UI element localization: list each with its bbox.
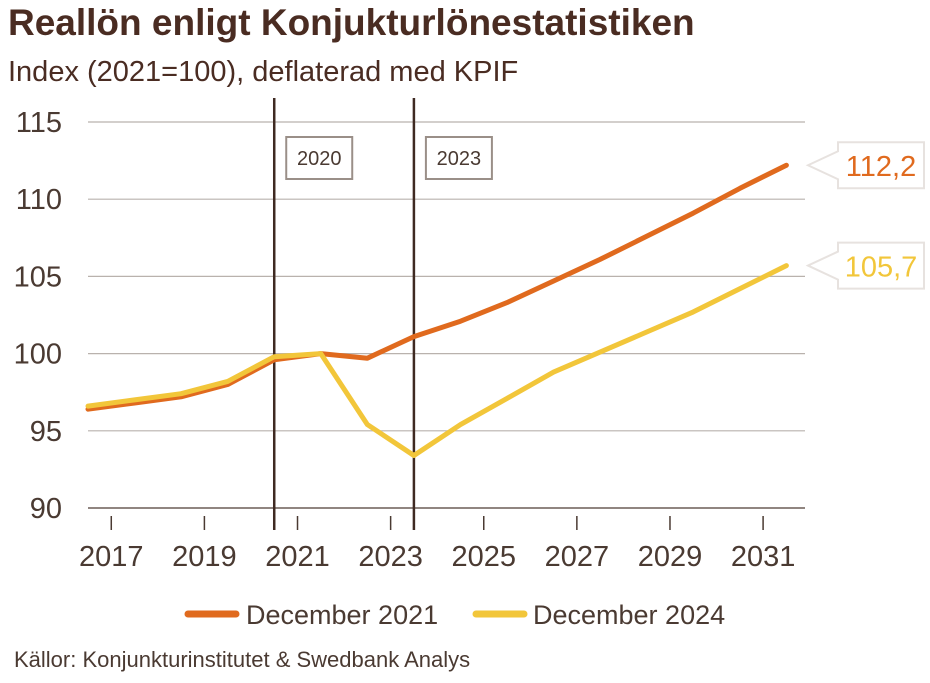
vline-label-2020: 2020: [297, 148, 342, 170]
x-tick-label-2031: 2031: [731, 541, 796, 573]
x-tick-label-2023: 2023: [358, 541, 423, 573]
end-label-2: 105,7: [845, 252, 918, 284]
legend-label-1: December 2021: [246, 600, 438, 630]
y-tick-label-110: 110: [16, 184, 62, 216]
x-tick-label-2019: 2019: [172, 541, 237, 573]
chart-subtitle: Index (2021=100), deflaterad med KPIF: [8, 56, 519, 88]
legend-label-2: December 2024: [533, 600, 725, 630]
end-label-callout-1: [805, 141, 925, 190]
vline-label-box-2020: [285, 136, 354, 180]
vline-label-2023: 2023: [437, 148, 482, 170]
end-label-callout-2: [805, 241, 925, 290]
y-tick-label-90: 90: [30, 493, 62, 525]
series-line-1: [85, 162, 789, 412]
end-label-1: 112,2: [846, 151, 916, 183]
x-tick-label-2017: 2017: [79, 541, 144, 573]
x-tick-label-2027: 2027: [545, 541, 610, 573]
x-tick-label-2025: 2025: [451, 541, 516, 573]
chart-title: Reallön enligt Konjukturlönestatistiken: [8, 2, 695, 43]
series-line-2: [85, 263, 789, 458]
y-tick-label-95: 95: [30, 416, 62, 448]
source-note: Källor: Konjunkturinstitutet & Swedbank …: [14, 647, 471, 672]
x-tick-label-2021: 2021: [265, 541, 330, 573]
y-tick-label-100: 100: [14, 339, 62, 371]
y-tick-label-105: 105: [14, 261, 62, 293]
x-tick-label-2029: 2029: [638, 541, 703, 573]
y-tick-label-115: 115: [16, 107, 62, 139]
vline-label-box-2023: [424, 136, 493, 180]
